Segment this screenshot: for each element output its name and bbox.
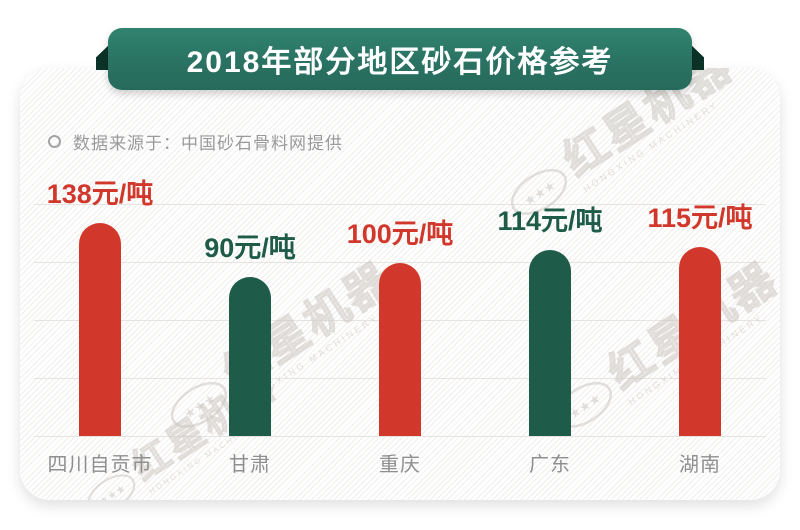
bar [679,247,721,436]
data-source-text: 数据来源于：中国砂石骨料网提供 [73,134,343,153]
bar [529,250,571,436]
bar-group-gansu: 90元/吨 [175,148,325,436]
bar [379,263,421,436]
value-label: 100元/吨 [346,219,454,249]
bar-group-hunan: 115元/吨 [625,148,775,436]
category-axis: 四川自贡市 甘肃 重庆 广东 湖南 [25,448,775,477]
bar-group-guangdong: 114元/吨 [475,148,625,436]
bar [79,223,121,436]
gridline [34,436,766,437]
bar-group-sichuan: 138元/吨 [25,148,175,436]
category-label: 重庆 [379,454,421,476]
bar [229,277,271,436]
data-source-note: 数据来源于：中国砂石骨料网提供 [48,129,343,154]
bar-chart: 138元/吨 90元/吨 100元/吨 114元/吨 115元/吨 [25,148,775,436]
category-label: 广东 [529,454,571,476]
gridline [34,262,766,263]
page-title: 2018年部分地区砂石价格参考 [186,46,614,79]
gridline [34,204,766,205]
title-ribbon: 2018年部分地区砂石价格参考 [108,28,692,90]
circle-bullet-icon [48,135,61,148]
category-label: 湖南 [679,454,721,476]
value-label: 114元/吨 [497,206,603,236]
svg-text:★★★: ★★★ [97,482,129,500]
value-label: 115元/吨 [647,203,753,233]
bar-group-chongqing: 100元/吨 [325,148,475,436]
value-label: 138元/吨 [46,179,154,209]
value-label: 90元/吨 [204,233,296,263]
category-label: 甘肃 [229,454,271,476]
category-label: 四川自贡市 [47,454,153,476]
